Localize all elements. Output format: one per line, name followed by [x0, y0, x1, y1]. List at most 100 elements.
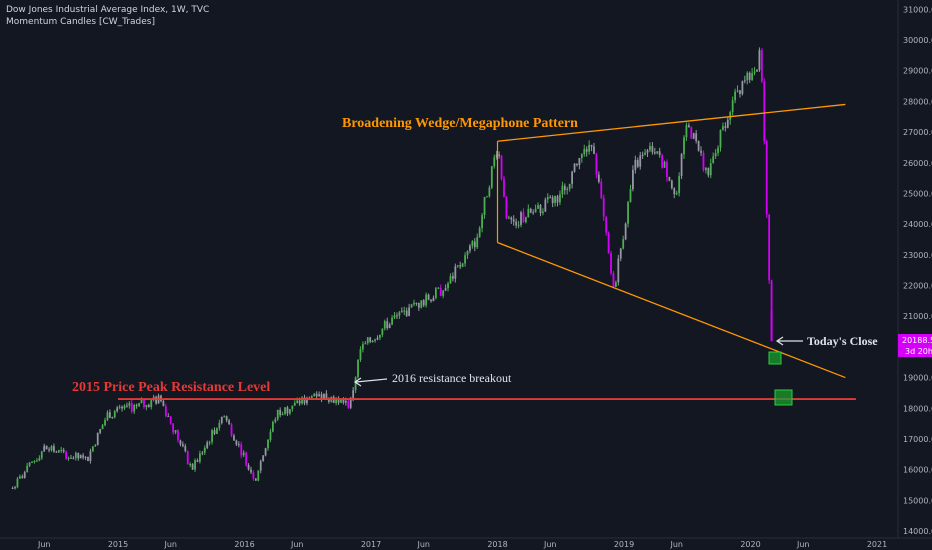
candle-body [520, 212, 522, 225]
candle-body [668, 177, 671, 181]
candle-body [629, 189, 632, 203]
candle-body [233, 435, 235, 441]
x-tick-label: Jun [290, 540, 304, 549]
candle-body [670, 180, 673, 189]
y-tick-label: 19000.0 [903, 374, 932, 383]
candle-body [201, 452, 204, 454]
candle-body [420, 300, 423, 308]
wedge-pattern-label: Broadening Wedge/Megaphone Pattern [342, 116, 578, 131]
candle-body [286, 407, 289, 414]
candle-body [364, 343, 367, 345]
candle-body [651, 146, 654, 153]
candle-body [230, 424, 233, 436]
candle-body [683, 137, 685, 155]
candle-body [632, 169, 634, 190]
candle-body [464, 255, 466, 264]
candle-body [515, 221, 518, 226]
candle-body [140, 399, 143, 403]
candle-body [469, 245, 471, 251]
y-tick-label: 24000.0 [903, 220, 932, 229]
candle-body [145, 404, 148, 408]
candle-body [189, 464, 192, 466]
candle-body [760, 50, 763, 82]
candle-body [758, 50, 761, 71]
candle-body [544, 199, 547, 212]
candle-body [741, 81, 744, 94]
candle-body [539, 205, 542, 214]
indicator-label[interactable]: Momentum Candles [CW_Trades] [6, 17, 155, 27]
candle-body [447, 283, 449, 289]
candle-body [393, 315, 396, 318]
y-tick-label: 25000.0 [903, 189, 932, 198]
candle-body [634, 160, 637, 170]
candle-body [593, 146, 595, 154]
candle-body [172, 423, 175, 433]
candle-body [493, 157, 496, 167]
candle-body [106, 412, 109, 421]
x-tick-label: 2018 [487, 540, 507, 549]
candle-body [700, 150, 702, 153]
trend-lines[interactable] [118, 103, 856, 400]
candle-body [566, 188, 569, 191]
candle-body [264, 448, 267, 456]
candle-body [403, 310, 406, 312]
candle-body [432, 297, 435, 302]
candle-body [301, 397, 303, 404]
candle-body [405, 310, 408, 316]
candle-body [337, 399, 340, 403]
wedge-lower-line[interactable] [497, 241, 846, 379]
wedge-upper-line[interactable] [497, 103, 846, 142]
candle-body [99, 429, 102, 433]
candle-body [719, 129, 722, 148]
candle-body [661, 154, 664, 168]
candle-body [223, 416, 226, 418]
candle-body [296, 400, 299, 403]
candle-body [208, 441, 211, 443]
candle-body [118, 406, 121, 408]
candle-body [751, 72, 754, 80]
y-tick-label: 31000.0 [903, 5, 932, 14]
candle-body [692, 133, 695, 139]
candle-body [585, 149, 588, 152]
target-box-lower[interactable] [774, 389, 793, 406]
candle-body [45, 445, 48, 450]
candle-body [512, 219, 515, 222]
candle-body [483, 196, 486, 216]
candle-body [561, 185, 564, 195]
candle-body [245, 452, 248, 465]
x-tick-label: Jun [669, 540, 683, 549]
candle-body [135, 405, 138, 407]
chart-title[interactable]: Dow Jones Industrial Average Index, 1W, … [6, 5, 210, 15]
y-tick-label: 27000.0 [903, 128, 932, 137]
y-axis[interactable]: 31000.0 30000.0 29000.0 28000.0 27000.0 26000… [903, 5, 932, 536]
y-tick-label: 30000.0 [903, 36, 932, 45]
candle-body [327, 398, 330, 402]
candle-body [16, 478, 19, 488]
candle-body [36, 460, 38, 462]
candle-body [21, 476, 24, 479]
candle-body [228, 420, 230, 425]
candle-body [116, 407, 119, 412]
candle-body [607, 232, 610, 254]
candle-body [736, 90, 739, 92]
candle-body [303, 397, 306, 404]
candle-body [257, 470, 260, 481]
target-box-upper[interactable] [768, 351, 782, 365]
candle-body [167, 416, 170, 418]
candle-body [62, 449, 65, 452]
candle-body [678, 175, 681, 194]
candle-body [495, 154, 498, 158]
candle-body [595, 153, 598, 175]
candle-body [481, 215, 483, 229]
candle-body [252, 472, 255, 479]
x-axis[interactable]: Jun 2015 Jun 2016 Jun 2017 Jun 2018 Jun 2019 Jun 20… [37, 540, 887, 549]
y-tick-label: 17000.0 [903, 435, 932, 444]
candle-body [213, 430, 216, 434]
candle-body [164, 406, 167, 417]
y-tick-label: 16000.0 [903, 466, 932, 475]
candle-body [361, 344, 364, 350]
candle-body [687, 125, 690, 128]
candle-body [763, 81, 766, 142]
candle-body [746, 72, 749, 81]
